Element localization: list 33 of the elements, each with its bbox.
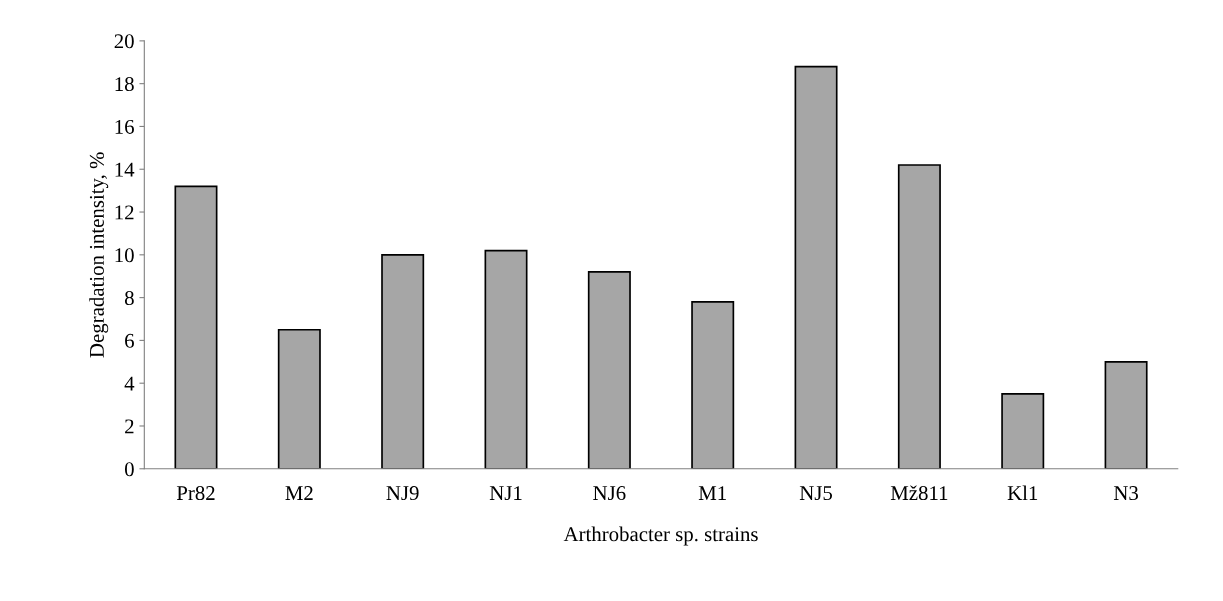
x-tick-label: M2 xyxy=(285,486,313,500)
x-axis-title: Arthrobacter sp. strains xyxy=(563,526,758,546)
x-tick-label: NJ9 xyxy=(386,486,419,501)
y-tick-label: 14 xyxy=(115,162,135,177)
y-tick-label: 6 xyxy=(125,333,134,348)
y-tick-label: 8 xyxy=(124,290,134,306)
y-axis-title: Degradation intensity, % xyxy=(89,152,109,358)
y-tick-label: 18 xyxy=(115,77,134,92)
bar xyxy=(897,164,941,469)
x-tick-label: Kl1 xyxy=(1007,485,1038,500)
y-tick-label: 4 xyxy=(124,376,135,391)
x-tick-label: Pr82 xyxy=(176,486,215,501)
x-tick-label: N3 xyxy=(1113,486,1138,501)
bar xyxy=(174,185,218,469)
bar xyxy=(381,253,425,469)
x-tick-label: M1 xyxy=(698,486,726,500)
bar xyxy=(1001,393,1045,469)
bar xyxy=(484,249,528,469)
y-tick-label: 12 xyxy=(115,205,134,220)
x-tick-label: NJ5 xyxy=(799,486,833,501)
y-tick-label: 16 xyxy=(115,119,134,134)
y-tick-label: 0 xyxy=(124,462,134,477)
bar xyxy=(691,301,735,469)
bar xyxy=(277,328,321,469)
bar xyxy=(587,271,631,469)
bar xyxy=(1104,360,1148,469)
x-tick-label: NJ1 xyxy=(489,486,522,501)
y-tick-label: 10 xyxy=(115,248,134,263)
y-tick-label: 2 xyxy=(125,419,134,434)
y-tick-label: 20 xyxy=(114,34,134,49)
x-tick-label: NJ6 xyxy=(593,486,626,501)
x-tick-label: Mž811 xyxy=(890,485,948,501)
bar xyxy=(794,65,838,469)
